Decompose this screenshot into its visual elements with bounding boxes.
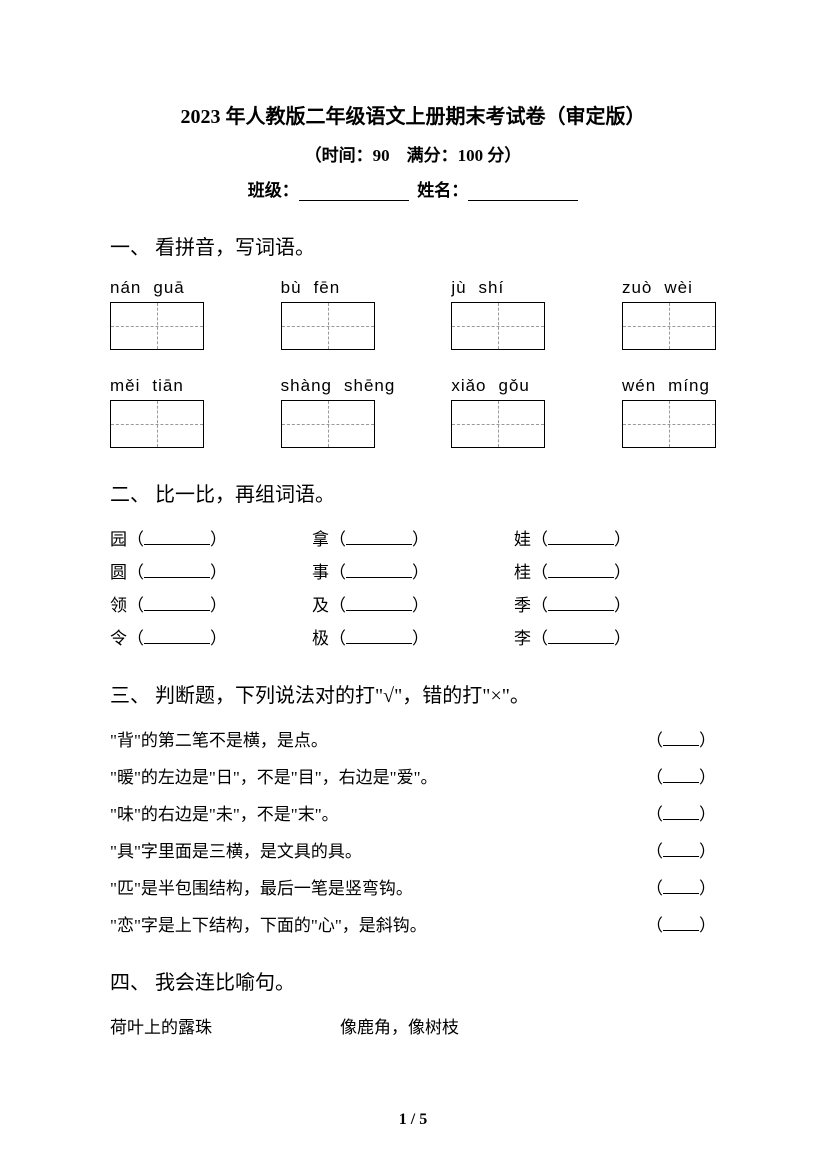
comp-item: 圆（） [110,558,312,583]
write-box[interactable] [451,400,545,448]
tf-blank[interactable] [663,915,699,931]
tf-paren: （） [646,726,716,751]
match-right: 像鹿角，像树枝 [340,1013,459,1038]
comp-row-3: 领（） 及（） 季（） [110,591,716,616]
match-left: 荷叶上的露珠 [110,1013,340,1038]
write-box[interactable] [622,400,716,448]
pinyin-2-2: shàngshēng [281,376,375,396]
pinyin-1-1: nánguā [110,278,204,298]
pinyin-2-3: xiǎogǒu [451,376,545,396]
comp-item: 领（） [110,591,312,616]
blank[interactable] [144,562,210,578]
blank[interactable] [346,529,412,545]
box-row-2 [110,400,716,448]
pinyin-1-2: bùfēn [281,278,375,298]
tf-text: "暖"的左边是"日"，不是"目"，右边是"爱"。 [110,763,646,788]
section2-title: 二、 比一比，再组词语。 [110,478,716,507]
write-box[interactable] [110,400,204,448]
blank[interactable] [144,529,210,545]
blank[interactable] [144,628,210,644]
pinyin-row-2: měitiān shàngshēng xiǎogǒu wénmíng [110,376,716,396]
section1-title: 一、 看拼音，写词语。 [110,231,716,260]
blank[interactable] [346,595,412,611]
blank[interactable] [548,628,614,644]
comp-item: 园（） [110,525,312,550]
doc-title: 2023 年人教版二年级语文上册期末考试卷（审定版） [110,100,716,129]
blank[interactable] [548,529,614,545]
tf-text: "背"的第二笔不是横，是点。 [110,726,646,751]
pinyin-row-1: nánguā bùfēn jùshí zuòwèi [110,278,716,298]
tf-blank[interactable] [663,841,699,857]
pinyin-2-1: měitiān [110,376,204,396]
comp-item: 李（） [514,624,716,649]
section3-title: 三、 判断题，下列说法对的打"√"，错的打"×"。 [110,679,716,708]
document-header: 2023 年人教版二年级语文上册期末考试卷（审定版） （时间：90 满分：100… [110,100,716,201]
tf-row-2: "暖"的左边是"日"，不是"目"，右边是"爱"。 （） [110,763,716,788]
blank[interactable] [144,595,210,611]
blank[interactable] [346,628,412,644]
class-blank[interactable] [299,183,409,201]
doc-subtitle: （时间：90 满分：100 分） [110,141,716,166]
comp-item: 令（） [110,624,312,649]
comp-item: 及（） [312,591,514,616]
comp-item: 季（） [514,591,716,616]
tf-text: "匹"是半包围结构，最后一笔是竖弯钩。 [110,874,646,899]
comp-item: 拿（） [312,525,514,550]
tf-text: "具"字里面是三横，是文具的具。 [110,837,646,862]
tf-paren: （） [646,874,716,899]
tf-row-6: "恋"字是上下结构，下面的"心"，是斜钩。 （） [110,911,716,936]
name-label: 姓名： [417,181,468,200]
comp-row-2: 圆（） 事（） 桂（） [110,558,716,583]
tf-row-3: "味"的右边是"未"，不是"末"。 （） [110,800,716,825]
tf-blank[interactable] [663,804,699,820]
tf-text: "味"的右边是"未"，不是"末"。 [110,800,646,825]
tf-blank[interactable] [663,730,699,746]
comp-item: 桂（） [514,558,716,583]
comp-item: 极（） [312,624,514,649]
pinyin-2-4: wénmíng [622,376,716,396]
write-box[interactable] [281,302,375,350]
tf-paren: （） [646,763,716,788]
write-box[interactable] [451,302,545,350]
tf-text: "恋"字是上下结构，下面的"心"，是斜钩。 [110,911,646,936]
tf-paren: （） [646,837,716,862]
write-box[interactable] [110,302,204,350]
tf-paren: （） [646,911,716,936]
write-box[interactable] [281,400,375,448]
tf-row-5: "匹"是半包围结构，最后一笔是竖弯钩。 （） [110,874,716,899]
section4-title: 四、 我会连比喻句。 [110,966,716,995]
tf-blank[interactable] [663,878,699,894]
pinyin-1-4: zuòwèi [622,278,716,298]
tf-row-4: "具"字里面是三横，是文具的具。 （） [110,837,716,862]
box-row-1 [110,302,716,350]
match-row-1: 荷叶上的露珠 像鹿角，像树枝 [110,1013,716,1038]
comp-row-4: 令（） 极（） 李（） [110,624,716,649]
comp-item: 事（） [312,558,514,583]
page-number: 1 / 5 [399,1111,427,1129]
comp-item: 娃（） [514,525,716,550]
write-box[interactable] [622,302,716,350]
tf-blank[interactable] [663,767,699,783]
tf-row-1: "背"的第二笔不是横，是点。 （） [110,726,716,751]
blank[interactable] [548,595,614,611]
pinyin-1-3: jùshí [451,278,545,298]
info-line: 班级： 姓名： [110,176,716,201]
class-label: 班级： [248,181,299,200]
blank[interactable] [548,562,614,578]
tf-paren: （） [646,800,716,825]
comp-row-1: 园（） 拿（） 娃（） [110,525,716,550]
blank[interactable] [346,562,412,578]
name-blank[interactable] [468,183,578,201]
